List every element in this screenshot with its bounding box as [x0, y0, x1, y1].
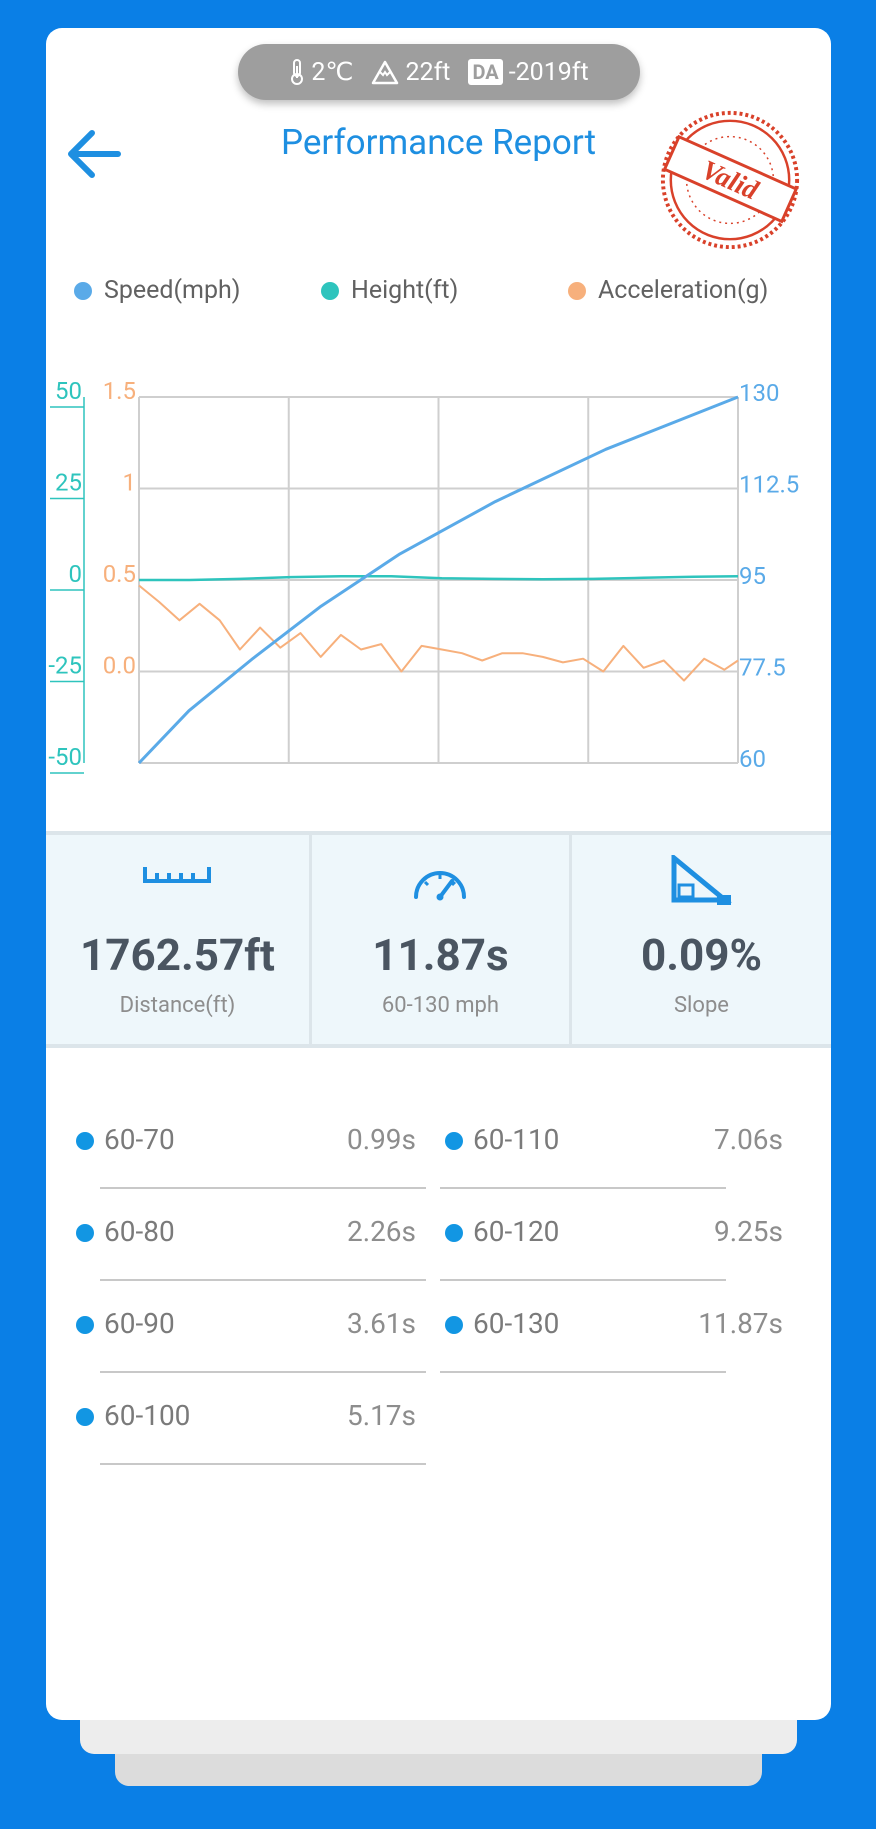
- split-row: 60-120 9.25s: [440, 1189, 783, 1281]
- back-button[interactable]: [62, 124, 126, 184]
- ruler-icon: [143, 867, 212, 883]
- acceleration-tick-label: 1.5: [103, 377, 136, 405]
- chart-left-axes: 50 25 0 -25 -50 1.5 1 0.5 0.0: [48, 377, 137, 774]
- time-label: 60-130 mph: [381, 993, 500, 1018]
- page-title: Performance Report: [280, 122, 597, 163]
- split-range: 60-80: [104, 1215, 175, 1248]
- valid-stamp: Valid: [660, 110, 800, 250]
- legend-speed-swatch: [74, 281, 92, 300]
- legend-speed: Speed(mph): [74, 276, 241, 305]
- split-time: 2.26s: [346, 1215, 416, 1248]
- split-row: 60-70 0.99s: [76, 1097, 426, 1189]
- bullet-dot: [76, 1132, 94, 1150]
- stat-time: 11.87s 60-130 mph: [308, 835, 569, 1044]
- bullet-dot: [445, 1132, 463, 1150]
- density-altitude-badge: DA: [468, 59, 503, 85]
- chart-series: [137, 395, 739, 765]
- split-divider: [100, 1463, 426, 1465]
- legend-acceleration-label: Acceleration(g): [598, 276, 769, 305]
- acceleration-series-line: [138, 584, 739, 682]
- height-tick-label: -25: [48, 652, 82, 680]
- split-divider: [440, 1187, 726, 1189]
- split-divider: [440, 1371, 726, 1373]
- speed-tick-label: 60: [739, 745, 766, 773]
- time-value: 11.87s: [372, 929, 509, 981]
- split-range: 60-110: [473, 1123, 560, 1156]
- speed-tick-label: 130: [739, 379, 779, 407]
- height-tick-label: 25: [55, 469, 82, 497]
- legend-height-label: Height(ft): [351, 276, 459, 305]
- split-time: 11.87s: [698, 1307, 783, 1340]
- legend-height-swatch: [321, 281, 339, 300]
- split-time: 0.99s: [346, 1123, 416, 1156]
- speedometer-icon: [414, 871, 467, 901]
- speed-tick-label: 77.5: [739, 654, 786, 682]
- performance-chart: 50 25 0 -25 -50 1.5 1 0.5 0.0 130 112.5 95 77.5 60: [48, 377, 799, 774]
- slope-icon: [671, 855, 733, 905]
- legend-speed-label: Speed(mph): [104, 276, 241, 305]
- split-divider: [100, 1371, 426, 1373]
- stat-slope: 0.09% Slope: [568, 835, 831, 1044]
- split-time: 9.25s: [713, 1215, 783, 1248]
- mountain-icon: [372, 60, 399, 85]
- split-range: 60-100: [104, 1399, 191, 1432]
- acceleration-tick-label: 1: [123, 469, 137, 497]
- thermometer-icon: [291, 59, 304, 85]
- height-tick-label: 0: [69, 560, 83, 588]
- split-row: 60-90 3.61s: [76, 1281, 426, 1373]
- stat-distance: 1762.57ft Distance(ft): [46, 835, 309, 1044]
- density-altitude-value: -2019ft: [508, 57, 589, 87]
- stats-panel: 1762.57ft Distance(ft) 11.87s 60-130 mph: [46, 831, 831, 1048]
- chart-legend: Speed(mph) Height(ft) Acceleration(g): [46, 276, 831, 316]
- split-row: 60-100 5.17s: [76, 1373, 426, 1465]
- split-row: 60-80 2.26s: [76, 1189, 426, 1281]
- slope-label: Slope: [673, 993, 729, 1018]
- environment-bar: 2℃ 22ft DA -2019ft: [238, 44, 640, 100]
- height-series-line: [139, 575, 739, 582]
- altitude-value: 22ft: [405, 57, 451, 87]
- split-time: 5.17s: [346, 1399, 416, 1432]
- temperature-readout: 2℃: [289, 57, 353, 87]
- legend-acceleration: Acceleration(g): [568, 276, 768, 305]
- split-time: 7.06s: [713, 1123, 783, 1156]
- legend-acceleration-swatch: [568, 281, 586, 300]
- chart-right-axis: 130 112.5 95 77.5 60: [739, 379, 799, 773]
- split-row: 60-130 11.87s: [440, 1281, 783, 1373]
- height-tick-label: -50: [48, 743, 82, 771]
- split-row: 60-110 7.06s: [440, 1097, 783, 1189]
- split-range: 60-90: [104, 1307, 175, 1340]
- bullet-dot: [445, 1316, 463, 1334]
- split-divider: [100, 1187, 426, 1189]
- split-divider: [100, 1279, 426, 1281]
- split-divider: [440, 1279, 726, 1281]
- split-range: 60-120: [473, 1215, 560, 1248]
- slope-value: 0.09%: [640, 929, 762, 981]
- speed-series-line: [137, 395, 739, 765]
- height-tick-label: 50: [55, 377, 82, 405]
- bullet-dot: [76, 1224, 94, 1242]
- altitude-readout: 22ft: [371, 58, 450, 87]
- distance-value: 1762.57ft: [80, 929, 275, 981]
- split-time: 3.61s: [346, 1307, 416, 1340]
- bullet-dot: [76, 1316, 94, 1334]
- split-range: 60-70: [104, 1123, 175, 1156]
- split-range: 60-130: [473, 1307, 560, 1340]
- distance-label: Distance(ft): [119, 993, 236, 1018]
- arrow-left-icon: [68, 130, 121, 178]
- report-card: 2℃ 22ft DA -2019ft Performance Report Va…: [46, 28, 831, 1720]
- speed-tick-label: 112.5: [739, 471, 799, 499]
- acceleration-tick-label: 0.5: [103, 560, 136, 588]
- legend-height: Height(ft): [321, 276, 458, 305]
- bullet-dot: [76, 1408, 94, 1426]
- acceleration-tick-label: 0.0: [103, 652, 136, 680]
- speed-tick-label: 95: [739, 562, 766, 590]
- density-altitude-readout: DA -2019ft: [468, 57, 589, 87]
- temperature-value: 2℃: [311, 58, 354, 87]
- bullet-dot: [445, 1224, 463, 1242]
